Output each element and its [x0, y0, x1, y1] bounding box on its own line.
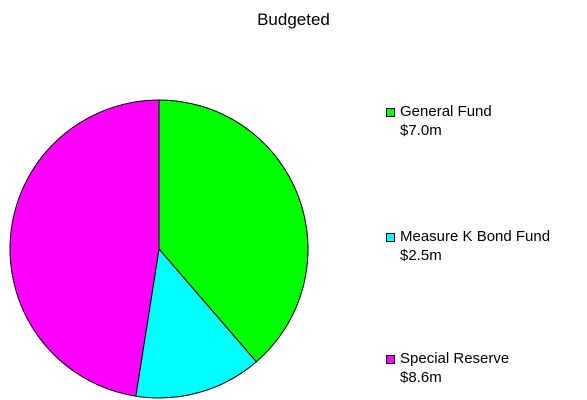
- pie-slice-special-reserve: [9, 99, 160, 397]
- legend-swatch: [386, 108, 395, 117]
- pie-slice-general-fund: [158, 99, 309, 363]
- legend-label: Measure K Bond Fund: [400, 228, 551, 245]
- legend-label: General Fund: [400, 103, 492, 120]
- legend-label: Special Reserve: [400, 350, 510, 367]
- legend-value: $8.6m: [400, 369, 442, 386]
- legend-swatch: [386, 355, 395, 364]
- pie-slice-measure-k-bond-fund: [135, 247, 258, 399]
- chart-title: Budgeted: [257, 10, 330, 29]
- legend-swatch: [386, 233, 395, 242]
- legend-value: $7.0m: [400, 122, 442, 139]
- legend-value: $2.5m: [400, 247, 442, 264]
